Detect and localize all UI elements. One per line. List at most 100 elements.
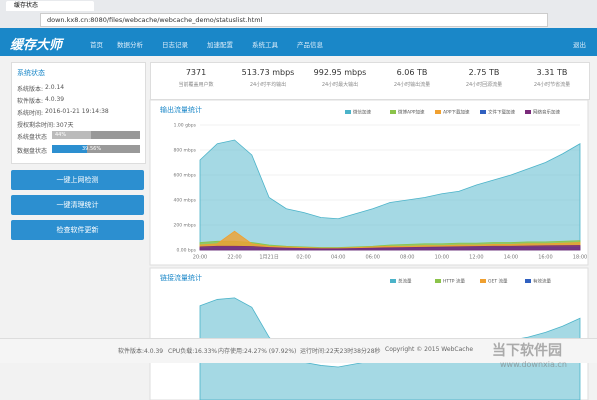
y-tick-label: 1.00 gbps <box>174 123 197 129</box>
x-tick-label: 10:00 <box>435 255 449 261</box>
x-tick-label: 06:00 <box>366 255 380 261</box>
footer <box>0 338 597 363</box>
legend-swatch <box>390 279 396 283</box>
stat-label: 24小时节省流量 <box>533 82 571 88</box>
x-tick-label: 20:00 <box>193 255 207 261</box>
x-tick-label: 02:00 <box>296 255 310 261</box>
legend-label: 文件下载加速 <box>488 109 515 116</box>
button[interactable]: 一键上网检测 <box>11 170 144 190</box>
legend-swatch <box>390 110 396 114</box>
button[interactable]: 检查软件更新 <box>11 220 144 240</box>
chart-title: 链接流量统计 <box>160 273 202 282</box>
nav-item[interactable]: 首页 <box>90 41 103 49</box>
status-key: 系统版本: <box>17 86 44 93</box>
legend-label: 总流量 <box>398 278 412 285</box>
y-tick-label: 200 mbps <box>174 223 197 229</box>
y-tick-label: 0.00 bps <box>176 248 196 254</box>
x-tick-label: 18:00 <box>573 255 587 261</box>
stat-value: 3.31 TB <box>536 68 568 77</box>
address-bar[interactable]: down.kx8.cn:8080/files/webcache/webcache… <box>40 13 548 27</box>
y-tick-label: 800 mbps <box>174 148 197 154</box>
disk-bar <box>52 145 87 153</box>
disk-track: 44% <box>52 131 140 139</box>
x-tick-label: 14:00 <box>504 255 518 261</box>
legend-label: 网络音乐加速 <box>533 109 560 116</box>
stat-value: 2.75 TB <box>468 68 500 77</box>
nav-item[interactable]: 加速配置 <box>207 41 233 49</box>
status-title: 系统状态 <box>17 69 45 77</box>
stat-value: 513.73 mbps <box>241 68 295 77</box>
y-tick-label: 400 mbps <box>174 198 197 204</box>
logout[interactable]: 退出 <box>573 41 586 49</box>
legend-label: HTTP 流量 <box>443 278 465 285</box>
legend-label: APP下载加速 <box>443 109 470 116</box>
stat: 992.95 mbps 24小时最大输出 <box>304 62 376 98</box>
status-value: 2016-01-21 19:14:38 <box>45 108 109 115</box>
stat-label: 当前覆盖用户数 <box>178 82 214 88</box>
disk-value: 44% <box>55 132 67 138</box>
legend-swatch <box>480 110 486 114</box>
area <box>199 245 581 251</box>
stat: 7371 当前覆盖用户数 <box>160 62 232 98</box>
legend-swatch <box>435 279 441 283</box>
legend-swatch <box>435 110 441 114</box>
area <box>199 139 581 251</box>
x-tick-label: 16:00 <box>538 255 552 261</box>
tab[interactable]: 缓存状态 <box>6 1 94 11</box>
nav-item[interactable]: 产品信息 <box>297 41 323 49</box>
status-key: 软件版本: <box>17 98 44 105</box>
disk-bar <box>52 131 91 139</box>
x-tick-label: 22:00 <box>227 255 241 261</box>
x-tick-label: 1月21日 <box>259 255 279 261</box>
stat-value: 6.06 TB <box>396 68 428 77</box>
area <box>199 230 581 251</box>
stat-value: 7371 <box>185 68 207 77</box>
legend-swatch <box>345 110 351 114</box>
legend-label: 微信加速 <box>353 109 371 116</box>
x-tick-label: 04:00 <box>331 255 345 261</box>
disk-label: 数据盘状态 <box>17 148 48 155</box>
stat-label: 24小时回源流量 <box>465 82 503 88</box>
nav-item[interactable]: 日志记录 <box>162 41 188 49</box>
chart-title: 输出流量统计 <box>160 105 202 114</box>
legend-swatch <box>480 279 486 283</box>
button[interactable]: 一键清理统计 <box>11 195 144 215</box>
footer-item: CPU负载:16.33% <box>168 348 218 355</box>
status-value: 4.0.39 <box>45 96 65 103</box>
stat-label: 24小时平均输出 <box>249 82 287 88</box>
y-tick-label: 600 mbps <box>174 173 197 179</box>
x-tick-label: 12:00 <box>469 255 483 261</box>
disk-label: 系统盘状态 <box>17 134 48 141</box>
legend-swatch <box>525 110 531 114</box>
status-value: 307天 <box>56 122 74 129</box>
nav-item[interactable]: 数据分析 <box>117 41 143 49</box>
status-key: 系统时间: <box>17 110 44 117</box>
legend-swatch <box>525 279 531 283</box>
stat-label: 24小时输出流量 <box>393 82 431 88</box>
footer-item: Copyright © 2015 WebCache <box>385 346 474 353</box>
legend-label: GET 流量 <box>488 278 508 285</box>
x-tick-label: 08:00 <box>400 255 414 261</box>
status-key: 授权剩余时间: <box>17 122 56 129</box>
stat: 3.31 TB 24小时节省流量 <box>516 62 588 98</box>
legend-label: 有效流量 <box>533 278 551 285</box>
stats-panel <box>150 62 590 100</box>
stat-label: 24小时最大输出 <box>321 82 359 88</box>
stat-value: 992.95 mbps <box>313 68 367 77</box>
footer-item: 软件版本:4.0.39 <box>118 348 164 355</box>
logo: 缓存大师 <box>10 38 63 53</box>
legend-label: 微博APP加速 <box>398 109 425 116</box>
stat: 2.75 TB 24小时回源流量 <box>448 62 520 98</box>
footer-item: 内存使用:24.27% (97.92%) <box>218 348 297 355</box>
nav-item[interactable]: 系统工具 <box>252 41 278 49</box>
stat: 513.73 mbps 24小时平均输出 <box>232 62 304 98</box>
footer-item: 运行时间:22天23时38分28秒 <box>300 348 381 355</box>
watermark: www.downxia.cn <box>500 360 567 369</box>
nav-bar <box>0 28 597 56</box>
status-value: 2.0.14 <box>45 84 65 91</box>
stat: 6.06 TB 24小时输出流量 <box>376 62 448 98</box>
watermark: 当下软件园 <box>492 343 562 359</box>
disk-track: 39.56% <box>52 145 140 153</box>
